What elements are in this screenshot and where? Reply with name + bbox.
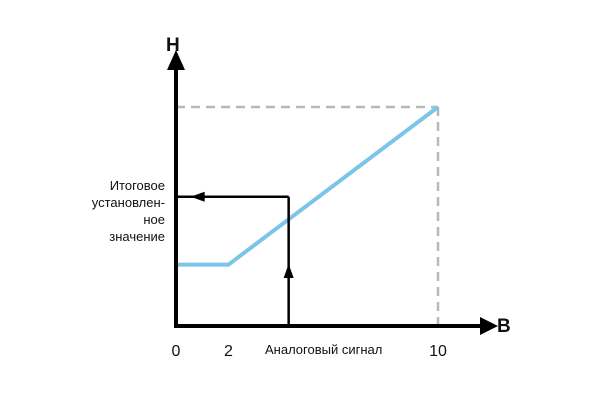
max-value-guides (176, 105, 440, 326)
y-annotation-line-4: значение (109, 229, 165, 244)
signal-characteristic-line (176, 105, 440, 267)
x-tick-label-10: 10 (429, 343, 447, 360)
y-annotation-line-2: установлен- (92, 195, 165, 210)
guide-up-arrow (283, 264, 294, 278)
x-axis-title: В (497, 316, 511, 337)
x-axis-arrowhead (480, 317, 498, 335)
y-axis-title: Н (166, 35, 180, 56)
x-tick-label-0: 0 (172, 343, 181, 360)
x-annotation: Аналоговый сигнал (265, 342, 382, 357)
x-tick-label-2: 2 (224, 343, 233, 360)
guide-left-arrow (190, 191, 205, 202)
y-axis-arrowhead (167, 50, 185, 70)
reading-guide (176, 191, 294, 326)
y-annotation-line-3: ное (143, 212, 165, 227)
y-annotation-line-1: Итоговое (110, 178, 165, 193)
chart-axes (167, 50, 498, 335)
